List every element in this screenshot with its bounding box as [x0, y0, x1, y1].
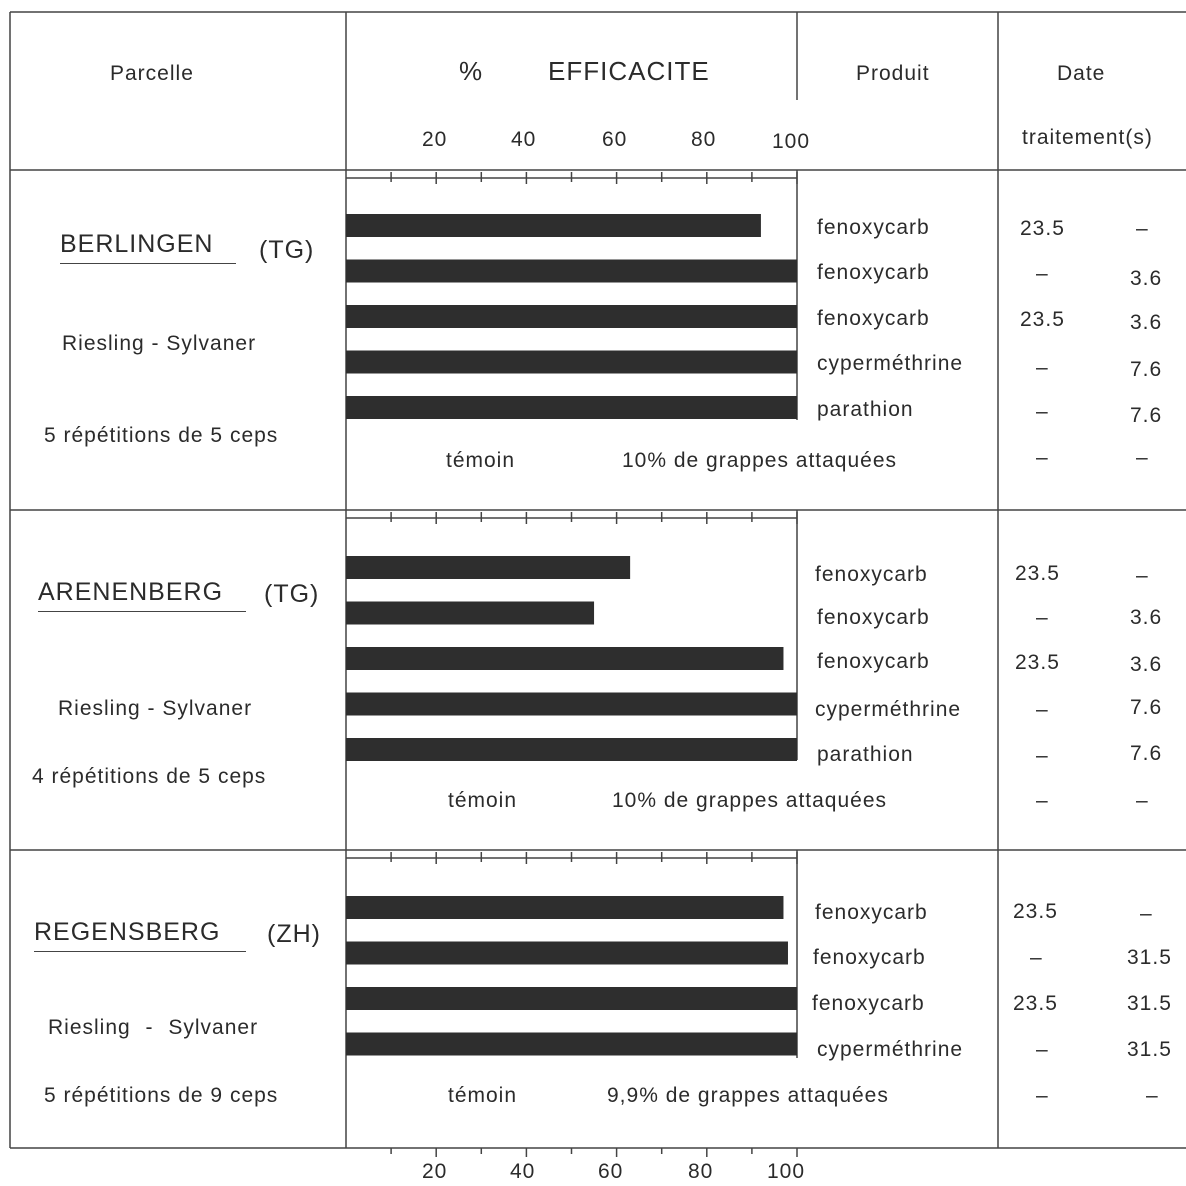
date1: 23.5: [1020, 308, 1065, 331]
date2: 31.5: [1127, 946, 1172, 969]
temoin-value: 9,9% de grappes attaquées: [607, 1084, 889, 1107]
date1: –: [1036, 698, 1049, 721]
date2: 7.6: [1130, 696, 1163, 719]
efficacy-bar: [346, 396, 797, 419]
product-label: fenoxycarb: [812, 992, 925, 1015]
efficacy-bar: [346, 738, 797, 761]
bottom-tick-80: 80: [688, 1160, 714, 1183]
date1: 23.5: [1013, 900, 1058, 923]
site-canton: (TG): [264, 580, 320, 608]
date2: 31.5: [1127, 992, 1172, 1015]
date1: –: [1036, 400, 1049, 423]
product-label: fenoxycarb: [817, 606, 930, 629]
date2: 7.6: [1130, 358, 1163, 381]
efficacy-bar: [346, 350, 797, 374]
temoin-date2: –: [1146, 1084, 1159, 1107]
efficacy-bar: [346, 987, 797, 1010]
date1: –: [1036, 1038, 1049, 1061]
product-label: fenoxycarb: [817, 261, 930, 284]
top-tick-20: 20: [422, 128, 448, 151]
date2: 3.6: [1130, 606, 1163, 629]
date1: –: [1036, 744, 1049, 767]
temoin-value: 10% de grappes attaquées: [612, 789, 888, 812]
date1: 23.5: [1015, 562, 1060, 585]
product-label: fenoxycarb: [815, 901, 928, 924]
efficacy-bar: [346, 305, 797, 328]
site-canton: (ZH): [267, 920, 321, 948]
product-label: parathion: [817, 398, 914, 421]
product-label: cyperméthrine: [817, 1038, 964, 1061]
site-variety: Riesling - Sylvaner: [58, 697, 253, 720]
site-name: ARENENBERG: [38, 578, 246, 612]
efficacy-bar: [346, 601, 595, 625]
date2: 3.6: [1130, 311, 1163, 334]
product-label: fenoxycarb: [813, 946, 926, 969]
date1: –: [1036, 606, 1049, 629]
date2: 3.6: [1130, 653, 1163, 676]
temoin-value: 10% de grappes attaquées: [622, 449, 898, 472]
temoin-date1: –: [1036, 789, 1049, 812]
efficacy-bar: [346, 941, 788, 965]
product-label: fenoxycarb: [817, 216, 930, 239]
site-name: BERLINGEN: [60, 230, 236, 264]
header-produit: Produit: [856, 62, 930, 85]
temoin-label: témoin: [448, 1084, 518, 1107]
site-canton: (TG): [259, 236, 315, 264]
header-parcelle: Parcelle: [110, 62, 194, 85]
site-repetitions: 5 répétitions de 5 ceps: [44, 424, 279, 447]
bottom-tick-60: 60: [598, 1160, 624, 1183]
efficacy-bar: [346, 896, 784, 919]
date1: 23.5: [1015, 651, 1060, 674]
efficacy-bar: [346, 647, 784, 670]
date2: –: [1136, 564, 1149, 587]
top-tick-100: 100: [772, 130, 811, 153]
efficacy-bar: [346, 692, 797, 716]
top-tick-60: 60: [602, 128, 628, 151]
product-label: fenoxycarb: [817, 307, 930, 330]
date2: 3.6: [1130, 267, 1163, 290]
date1: –: [1036, 356, 1049, 379]
top-tick-80: 80: [691, 128, 717, 151]
temoin-label: témoin: [448, 789, 518, 812]
site-repetitions: 5 répétitions de 9 ceps: [44, 1084, 279, 1107]
efficacy-bar: [346, 259, 797, 283]
efficacy-bar: [346, 214, 761, 237]
temoin-label: témoin: [446, 449, 516, 472]
product-label: parathion: [817, 743, 914, 766]
site-repetitions: 4 répétitions de 5 ceps: [32, 765, 267, 788]
temoin-date2: –: [1136, 789, 1149, 812]
header-traitements: traitement(s): [1022, 126, 1153, 149]
product-label: fenoxycarb: [815, 563, 928, 586]
site-variety: Riesling - Sylvaner: [48, 1016, 259, 1039]
date2: 31.5: [1127, 1038, 1172, 1061]
efficacy-bar: [346, 556, 631, 579]
product-label: fenoxycarb: [817, 650, 930, 673]
site-name: REGENSBERG: [34, 918, 246, 952]
site-variety: Riesling - Sylvaner: [62, 332, 257, 355]
date2: 7.6: [1130, 742, 1163, 765]
product-label: cyperméthrine: [817, 352, 964, 375]
top-tick-40: 40: [511, 128, 537, 151]
header-date: Date: [1057, 62, 1106, 85]
temoin-date2: –: [1136, 446, 1149, 469]
date2: –: [1140, 902, 1153, 925]
temoin-date1: –: [1036, 446, 1049, 469]
date1: –: [1036, 262, 1049, 285]
efficacy-bar: [346, 1032, 797, 1056]
bottom-tick-100: 100: [767, 1160, 806, 1183]
date2: 7.6: [1130, 404, 1163, 427]
date1: –: [1030, 946, 1043, 969]
temoin-date1: –: [1036, 1084, 1049, 1107]
bottom-tick-40: 40: [510, 1160, 536, 1183]
date1: 23.5: [1020, 217, 1065, 240]
bottom-tick-20: 20: [422, 1160, 448, 1183]
date1: 23.5: [1013, 992, 1058, 1015]
product-label: cyperméthrine: [815, 698, 962, 721]
header-efficacite: EFFICACITE: [548, 56, 710, 86]
date2: –: [1136, 217, 1149, 240]
header-percent: %: [459, 56, 483, 86]
